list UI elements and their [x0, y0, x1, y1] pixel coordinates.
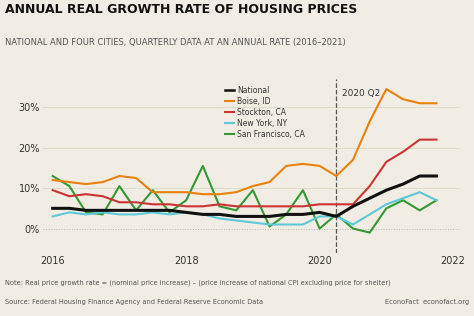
- Text: Note: Real price growth rate = (nominal price increase) – (price increase of nat: Note: Real price growth rate = (nominal …: [5, 280, 391, 286]
- Text: Source: Federal Housing Finance Agency and Federal Reserve Economic Data: Source: Federal Housing Finance Agency a…: [5, 299, 263, 305]
- Legend: National, Boise, ID, Stockton, CA, New York, NY, San Francisco, CA: National, Boise, ID, Stockton, CA, New Y…: [222, 83, 308, 142]
- Text: EconoFact  econofact.org: EconoFact econofact.org: [385, 299, 469, 305]
- Text: NATIONAL AND FOUR CITIES, QUARTERLY DATA AT AN ANNUAL RATE (2016–2021): NATIONAL AND FOUR CITIES, QUARTERLY DATA…: [5, 38, 346, 47]
- Text: 2020 Q2: 2020 Q2: [342, 89, 380, 98]
- Text: ANNUAL REAL GROWTH RATE OF HOUSING PRICES: ANNUAL REAL GROWTH RATE OF HOUSING PRICE…: [5, 3, 357, 16]
